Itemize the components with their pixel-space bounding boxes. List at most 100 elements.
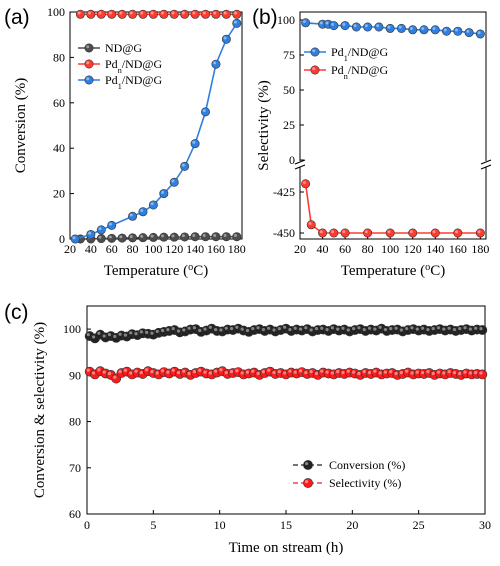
panel-c-point-shine bbox=[192, 326, 197, 330]
panel-c-xtick-label: 20 bbox=[346, 518, 358, 532]
panel-c-point-shine bbox=[362, 327, 366, 332]
panel-a-point-shine bbox=[108, 222, 112, 226]
panel-a-point-shine bbox=[108, 11, 112, 15]
panel-c-point-shine bbox=[224, 370, 228, 375]
panel-c-point-shine bbox=[176, 370, 181, 375]
panel-a-point-shine bbox=[181, 234, 185, 238]
panel-a-point-shine bbox=[161, 11, 165, 15]
panel-a-point-shine bbox=[88, 231, 92, 235]
panel-b-point-shine bbox=[319, 21, 323, 25]
panel-c-point-shine bbox=[150, 331, 154, 335]
panel-c-point-shine bbox=[267, 326, 271, 330]
panel-c-point-shine bbox=[362, 370, 366, 374]
panel-c-point-shine bbox=[208, 325, 212, 329]
panel-c-point-shine bbox=[405, 369, 409, 373]
panel-c-ytick-label: 100 bbox=[63, 322, 81, 336]
panel-c-point-shine bbox=[431, 327, 435, 331]
panel-c-point-shine bbox=[341, 370, 345, 375]
panel-b-legend-marker-shine bbox=[312, 67, 316, 71]
panel-a-xtick-label: 60 bbox=[106, 242, 118, 256]
panel-c-point-shine bbox=[378, 325, 382, 329]
panel-c-point-shine bbox=[251, 369, 255, 373]
panel-a-point bbox=[169, 232, 179, 242]
panel-a-xtick-label: 80 bbox=[127, 242, 139, 256]
panel-a-chart: 20 40 60 80 100 120 140 160 180020406080100Tempe… bbox=[13, 5, 246, 279]
panel-b-break-mark bbox=[294, 164, 306, 170]
panel-a-point bbox=[221, 9, 231, 19]
panel-c-point-shine bbox=[86, 368, 90, 372]
panel-a-point-shine bbox=[161, 190, 165, 194]
panel-c-chart: 0 5 10 15 20 25 30 60 70 80 90 100 Time on stream (h… bbox=[32, 305, 491, 556]
panel-c-point-shine bbox=[283, 325, 287, 329]
panel-a-point bbox=[75, 9, 85, 19]
panel-b-point-shine bbox=[398, 25, 402, 29]
panel-c-point-shine bbox=[426, 327, 430, 332]
panel-c-point-shine bbox=[351, 370, 356, 374]
panel-b-xlabel-part: o bbox=[425, 262, 430, 273]
panel-c-point-shine bbox=[378, 371, 382, 375]
panel-b-point-shine bbox=[409, 230, 413, 234]
panel-a-point bbox=[86, 9, 96, 19]
panel-b-point-shine bbox=[302, 181, 306, 185]
panel-a-point bbox=[86, 229, 96, 239]
panel-b-point bbox=[301, 18, 311, 28]
panel-c-xtick-label: 30 bbox=[479, 518, 491, 532]
panel-a-point-shine bbox=[77, 11, 81, 15]
panel-c-point-shine bbox=[474, 326, 478, 330]
panel-c-point-shine bbox=[309, 328, 313, 332]
panel-c-point-shine bbox=[458, 327, 462, 331]
panel-a-point bbox=[96, 225, 106, 235]
panel-b-legend-label: Pdn/ND@G bbox=[331, 63, 388, 81]
panel-c-point-shine bbox=[214, 369, 218, 373]
panel-c-point-shine bbox=[155, 329, 159, 334]
panel-a-xlabel-part: C) bbox=[193, 263, 208, 279]
panel-b-break-mark bbox=[294, 159, 306, 165]
panel-c-point-shine bbox=[452, 370, 457, 375]
panel-c-point-shine bbox=[256, 326, 260, 330]
panel-a-point bbox=[138, 9, 148, 19]
panel-a-xtick-label: 20 bbox=[64, 242, 76, 256]
panel-a-point bbox=[148, 232, 158, 242]
panel-b-legend-label-part: Pd bbox=[331, 45, 344, 59]
panel-b-point-shine bbox=[342, 230, 346, 234]
panel-a-point bbox=[159, 9, 169, 19]
panel-b-point bbox=[475, 29, 485, 39]
panel-a-xtick-label: 100 bbox=[144, 242, 162, 256]
panel-b-xtick-label: 100 bbox=[381, 242, 399, 256]
panel-a-point-shine bbox=[171, 234, 175, 238]
panel-c-point-shine bbox=[145, 368, 149, 372]
panel-b-xtick-label: 140 bbox=[426, 242, 444, 256]
panel-c-point-shine bbox=[325, 327, 329, 332]
panel-b-point bbox=[408, 25, 418, 35]
panel-a-point bbox=[211, 232, 221, 242]
panel-c-legend-marker-shine bbox=[305, 480, 309, 484]
panel-b-point bbox=[408, 228, 418, 238]
panel-c-point-shine bbox=[267, 368, 271, 372]
panel-b-point bbox=[419, 25, 429, 35]
panel-c-point-shine bbox=[134, 369, 138, 373]
panel-c-point-shine bbox=[468, 327, 472, 331]
panel-c-point-shine bbox=[436, 326, 441, 330]
panel-c-point-shine bbox=[426, 370, 430, 374]
panel-a-point-shine bbox=[181, 11, 185, 15]
panel-a-point-shine bbox=[213, 61, 217, 65]
panel-a-xlabel: Temperature (oC) bbox=[104, 262, 208, 280]
panel-c-point-shine bbox=[229, 327, 234, 331]
panel-b-ylabel: Selectivity (%) bbox=[256, 80, 272, 170]
panel-c-point-shine bbox=[139, 330, 143, 334]
panel-a-point bbox=[159, 189, 169, 199]
panel-c-point-shine bbox=[479, 327, 483, 331]
panel-b-series-line bbox=[304, 183, 481, 234]
panel-b-ytick-label: -450 bbox=[273, 226, 295, 240]
panel-b-point bbox=[363, 228, 373, 238]
panel-a-point-shine bbox=[223, 36, 227, 40]
panel-a-point bbox=[107, 9, 117, 19]
panel-b-point-shine bbox=[477, 230, 481, 234]
panel-c-point-shine bbox=[219, 328, 223, 332]
panel-c-point-shine bbox=[118, 332, 122, 336]
panel-b-point-shine bbox=[353, 24, 357, 28]
panel-b-xlabel: Temperature (oC) bbox=[341, 262, 445, 280]
panel-c-point-shine bbox=[463, 370, 467, 374]
panel-b-label: (b) bbox=[252, 6, 278, 29]
panel-c-point-shine bbox=[129, 371, 133, 375]
